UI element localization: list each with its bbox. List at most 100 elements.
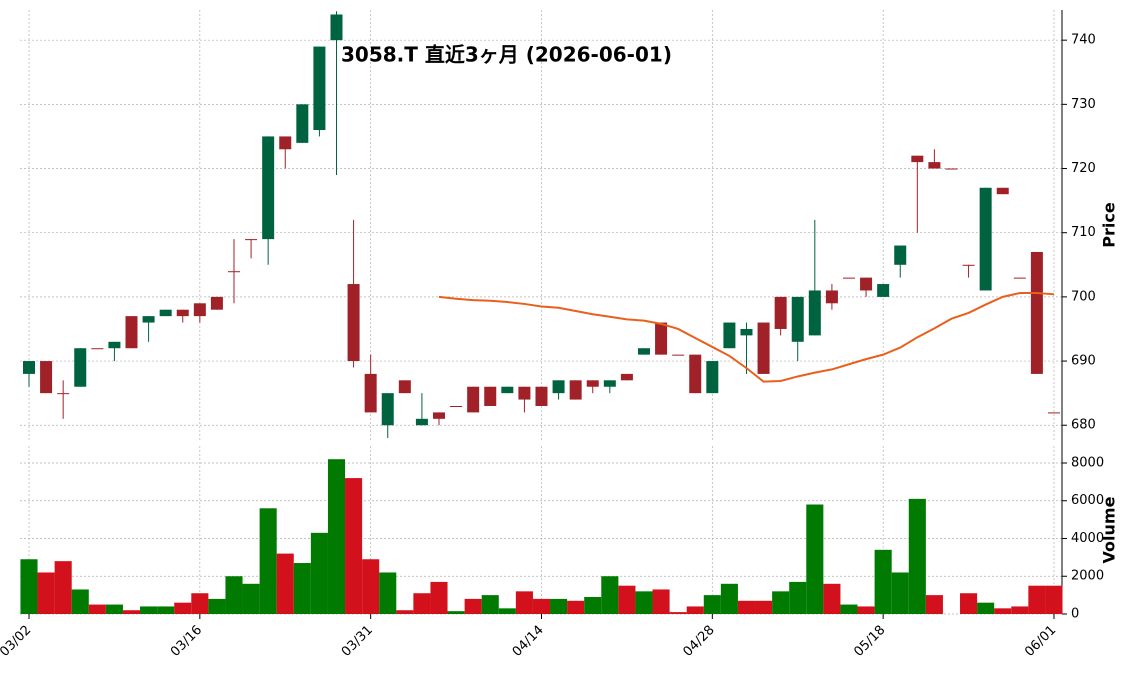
candle-body [398, 380, 411, 394]
volume-bar [1011, 606, 1029, 614]
candle-body [860, 277, 873, 291]
volume-bar [396, 610, 414, 614]
candle-body [450, 405, 463, 407]
volume-bar [994, 608, 1012, 614]
candle-body [279, 136, 292, 150]
y-axis-title: Volume [1100, 496, 1119, 563]
candle-body [603, 380, 616, 387]
candle-body [330, 14, 343, 41]
volume-bar [618, 585, 636, 614]
x-tick-label: 05/18 [851, 623, 888, 660]
volume-bar [259, 508, 277, 614]
volume-bar [789, 581, 807, 614]
volume-bar [1045, 585, 1063, 614]
candle-body [484, 386, 497, 406]
volume-bar [276, 553, 294, 614]
volume-bar [720, 583, 738, 614]
x-tick-label: 06/01 [1022, 623, 1059, 660]
volume-bar [925, 595, 943, 614]
volume-bar [327, 459, 346, 614]
y-tick-label: 0 [1071, 607, 1079, 622]
candle-body [40, 361, 53, 394]
y-tick-label: 690 [1071, 354, 1096, 369]
x-tick-label: 03/31 [339, 623, 376, 660]
candle-body [347, 284, 360, 362]
volume-bar [772, 591, 790, 614]
candle-body [296, 104, 309, 143]
volume-bar [669, 612, 687, 614]
volume-bar [840, 604, 858, 614]
volume-bar [54, 561, 72, 614]
candle-body [655, 322, 668, 355]
candle-body [57, 393, 70, 395]
volume-bar [515, 591, 533, 614]
candle-body [842, 277, 855, 279]
candle-body [689, 354, 702, 394]
candle-body [723, 322, 736, 349]
volume-bar [105, 604, 123, 614]
candle-body [467, 386, 480, 413]
volume-bar [20, 559, 38, 614]
candle-body [672, 354, 685, 356]
volume-bar [293, 563, 311, 614]
candle-body [415, 418, 428, 426]
candle-body [142, 316, 155, 323]
candle-body [364, 373, 377, 413]
volume-bar [242, 583, 260, 614]
candle-body [245, 239, 258, 241]
volume-bar [857, 606, 875, 614]
volume-bar [208, 598, 226, 614]
y-tick-label: 730 [1071, 97, 1096, 112]
volume-bar [191, 593, 209, 614]
volume-bar [550, 598, 568, 614]
volume-bar [635, 591, 653, 614]
candle-body [706, 361, 719, 394]
y-tick-label: 740 [1071, 33, 1096, 48]
volume-bar [88, 604, 106, 614]
candle-body [757, 322, 770, 374]
volume-bar [37, 572, 55, 614]
candle-body [193, 303, 206, 317]
volume-bar [447, 611, 465, 614]
volume-bar [413, 593, 431, 614]
candle-body [552, 380, 565, 394]
moving-average-line [438, 292, 1055, 383]
chart-title: 3058.T 直近3ヶ月 (2026-06-01) [341, 43, 672, 67]
y-tick-label: 710 [1071, 225, 1096, 240]
volume-bar [806, 504, 824, 614]
candle-body [911, 155, 924, 163]
volume-bar [891, 572, 909, 614]
volume-bar [584, 597, 602, 614]
candle-body [91, 348, 104, 350]
volume-bar [532, 598, 551, 614]
y-tick-label: 6000 [1071, 493, 1104, 508]
candle-body [637, 348, 650, 355]
candle-body [945, 168, 958, 170]
x-tick-label: 03/16 [168, 623, 205, 660]
candle-body [1047, 412, 1060, 414]
volume-bar [703, 595, 721, 614]
volume-bar [122, 610, 141, 614]
y-tick-label: 700 [1071, 289, 1096, 304]
candle-body [928, 162, 941, 169]
candle-body [586, 380, 599, 387]
candle-body [774, 296, 787, 329]
candle-body [210, 296, 223, 310]
candle-body [176, 309, 189, 317]
candle-body [894, 245, 907, 265]
candle-body [381, 393, 394, 426]
y-tick-label: 680 [1071, 418, 1096, 433]
candle-body [569, 380, 582, 400]
volume-bar [652, 589, 670, 614]
candle-body [159, 309, 172, 317]
candle-body [74, 348, 87, 387]
candle-body [791, 296, 804, 342]
y-tick-label: 8000 [1071, 455, 1104, 470]
volume-bar [140, 606, 158, 614]
volume-bar [960, 593, 978, 614]
volume-bar [464, 598, 482, 614]
volume-bar [874, 549, 892, 614]
candle-body [108, 341, 121, 349]
volume-bar [481, 595, 499, 614]
